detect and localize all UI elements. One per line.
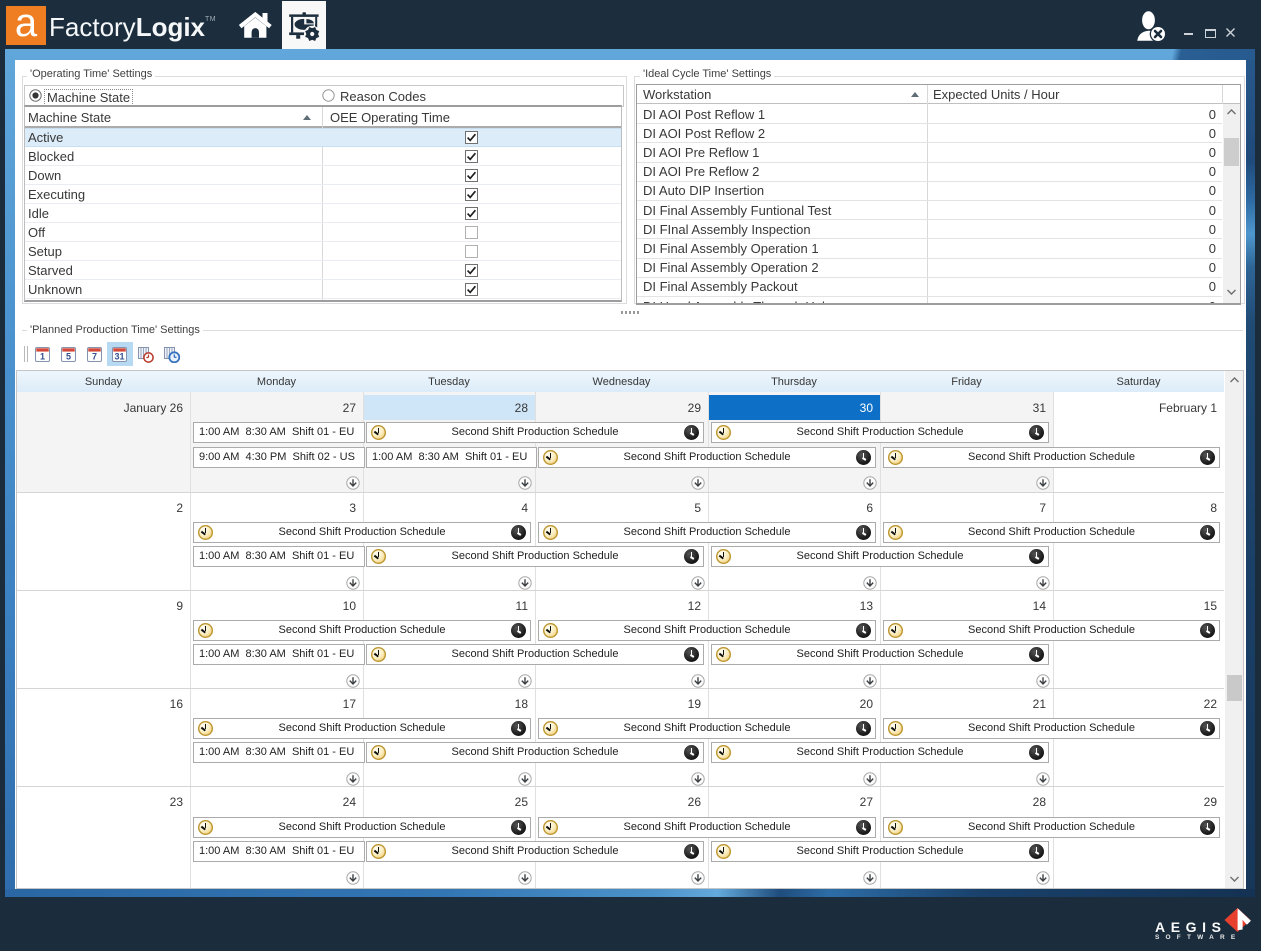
svg-text:7: 7 [92,351,97,361]
svg-text:5: 5 [66,351,71,361]
svg-text:1: 1 [40,351,45,361]
svg-text:31: 31 [114,351,124,361]
